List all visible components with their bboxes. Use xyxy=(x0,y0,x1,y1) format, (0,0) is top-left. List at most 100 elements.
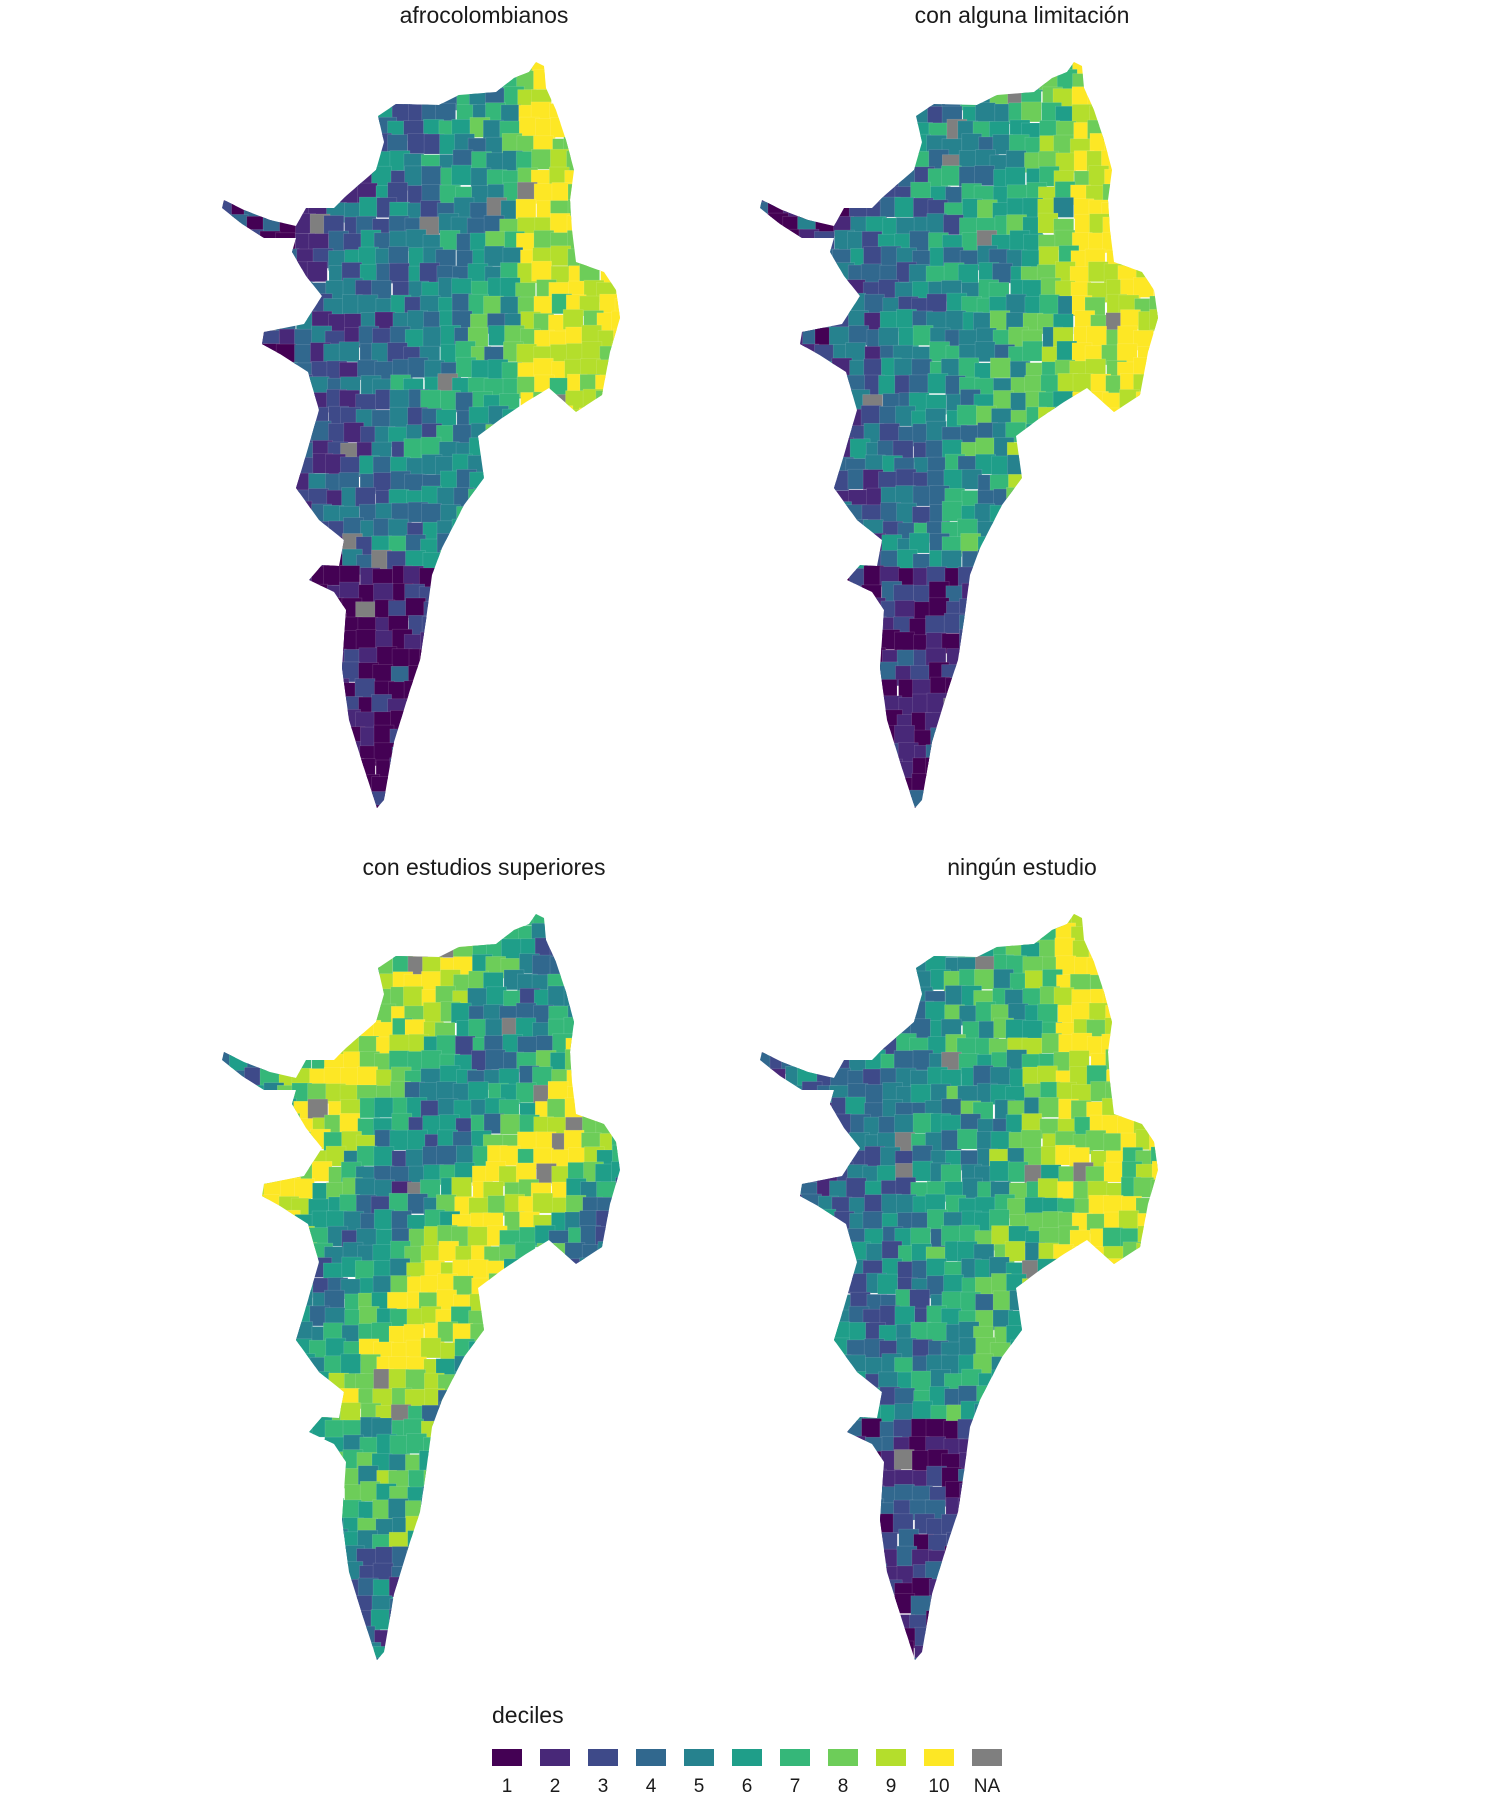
map-region xyxy=(612,1498,620,1520)
map-region xyxy=(813,116,835,138)
map-region xyxy=(1135,1374,1156,1396)
map-region xyxy=(1087,677,1109,698)
map-region xyxy=(760,597,773,618)
map-region xyxy=(1040,488,1062,510)
map-region xyxy=(802,1625,823,1647)
map-region xyxy=(455,1405,477,1426)
map-region xyxy=(800,1033,821,1054)
map-region xyxy=(391,1658,412,1660)
map-region xyxy=(829,693,851,714)
map-region xyxy=(849,105,871,126)
map-region xyxy=(308,973,329,995)
map-region xyxy=(516,473,538,494)
map-region xyxy=(222,1644,236,1660)
map-region xyxy=(613,953,620,974)
map-region xyxy=(973,693,994,715)
map-region xyxy=(232,1530,254,1552)
map-region xyxy=(1088,1500,1109,1522)
map-region xyxy=(471,649,493,671)
map-region xyxy=(1106,87,1127,108)
map-region xyxy=(498,729,520,751)
map-region xyxy=(813,437,835,459)
map-region xyxy=(262,138,284,160)
map-region xyxy=(328,62,349,80)
map-region xyxy=(1072,1245,1093,1267)
map-region xyxy=(484,1547,506,1569)
map-region xyxy=(259,1194,280,1216)
map-region xyxy=(230,1101,252,1122)
map-region xyxy=(613,762,620,783)
map-region xyxy=(278,1274,299,1296)
map-region xyxy=(988,1515,1010,1536)
map-region xyxy=(817,167,839,188)
map-region xyxy=(293,1565,315,1587)
map-region xyxy=(546,1339,568,1360)
map-region xyxy=(994,1385,1015,1407)
map-region xyxy=(595,390,617,411)
map-region xyxy=(1070,614,1092,636)
map-region xyxy=(439,600,460,622)
map-region xyxy=(296,1369,317,1391)
map-region xyxy=(323,597,344,619)
map-region xyxy=(222,1563,237,1585)
map-region xyxy=(878,1548,899,1570)
map-region xyxy=(1154,328,1158,350)
map-region xyxy=(535,1565,556,1587)
map-region xyxy=(769,1150,791,1172)
map-region xyxy=(230,1662,250,1682)
map-region xyxy=(263,1629,284,1651)
map-region xyxy=(452,914,473,930)
map-region xyxy=(1069,1370,1091,1392)
map-region xyxy=(894,986,915,1007)
map-region xyxy=(760,1593,775,1615)
map-region xyxy=(599,759,620,781)
map-region xyxy=(517,726,539,747)
map-region xyxy=(309,1438,331,1460)
map-region xyxy=(818,151,840,173)
map-region xyxy=(222,1245,235,1266)
map-region xyxy=(222,1402,233,1424)
map-region xyxy=(1152,214,1158,236)
map-region xyxy=(243,1384,265,1406)
map-region xyxy=(530,1337,552,1359)
map-region xyxy=(1103,615,1124,636)
map-region xyxy=(533,1323,554,1344)
map-region xyxy=(760,926,772,948)
map-region xyxy=(312,1595,333,1616)
map-region xyxy=(1010,62,1032,75)
map-region xyxy=(1103,725,1125,747)
map-region xyxy=(766,1612,787,1634)
map-region xyxy=(325,744,346,766)
map-region xyxy=(1052,695,1074,717)
map-region xyxy=(816,520,837,542)
map-region xyxy=(615,118,620,140)
map-region xyxy=(863,90,885,111)
map-region xyxy=(277,939,298,961)
map-region xyxy=(828,470,850,492)
map-region xyxy=(598,1532,619,1554)
map-region xyxy=(876,1609,898,1630)
map-region xyxy=(516,1433,537,1454)
map-region xyxy=(993,741,1015,763)
map-region xyxy=(294,790,316,808)
map-region xyxy=(503,1613,524,1634)
map-region xyxy=(247,1164,268,1185)
map-region xyxy=(1052,390,1074,412)
map-region xyxy=(222,341,236,363)
map-region xyxy=(881,1643,903,1660)
map-region xyxy=(310,71,332,93)
map-region xyxy=(519,714,541,736)
map-region xyxy=(259,1258,281,1279)
map-region xyxy=(247,185,269,207)
map-region xyxy=(1025,486,1046,507)
map-region xyxy=(584,536,606,557)
map-region xyxy=(228,1470,250,1492)
map-region xyxy=(760,391,770,412)
map-region xyxy=(1132,62,1154,78)
map-region xyxy=(548,710,570,732)
map-region xyxy=(501,1435,523,1457)
map-region xyxy=(531,630,553,652)
map-region xyxy=(222,62,232,78)
map-region xyxy=(1153,1020,1158,1042)
map-region xyxy=(227,278,248,300)
